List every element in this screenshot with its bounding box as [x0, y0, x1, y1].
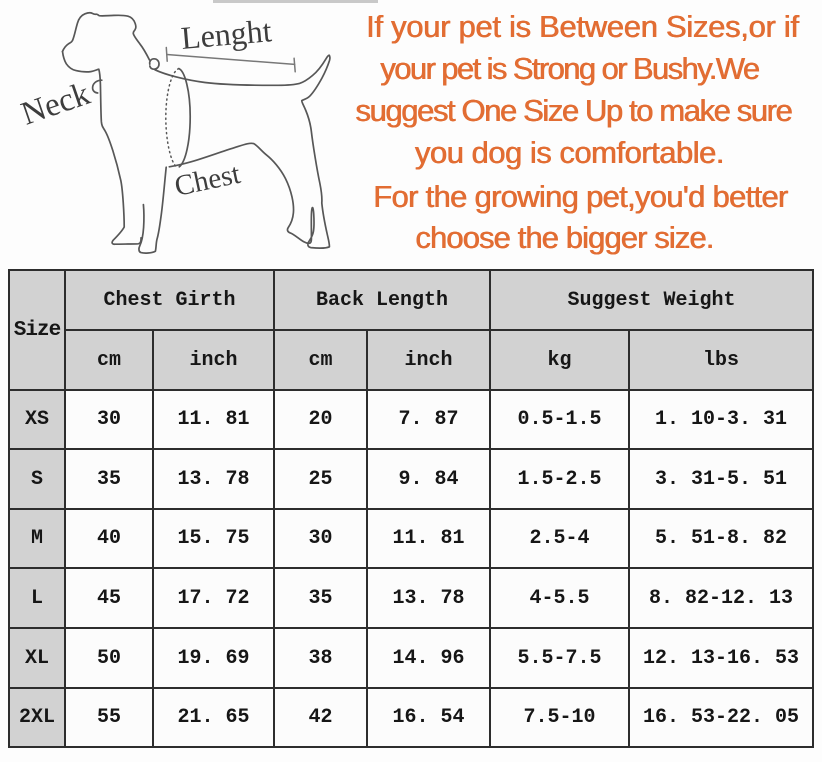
svg-text:Lenght: Lenght	[179, 12, 273, 56]
svg-text:Neck: Neck	[17, 76, 95, 133]
